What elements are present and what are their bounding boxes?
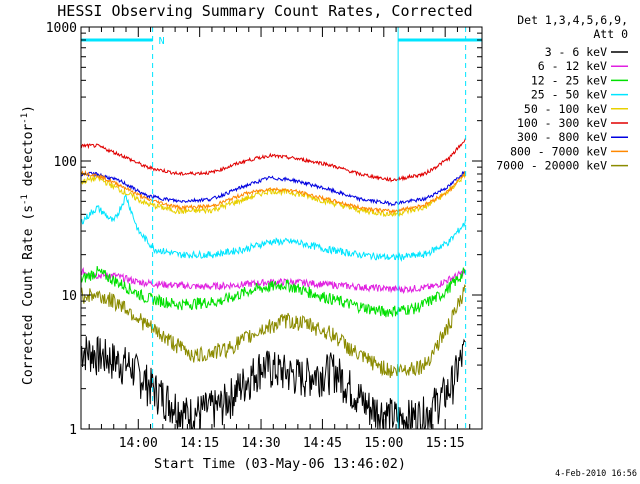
footer-date: 4-Feb-2010 16:56 xyxy=(555,469,637,479)
series-line-3 xyxy=(80,266,466,318)
series-line-8 xyxy=(80,169,466,215)
chart-title: HESSI Observing Summary Count Rates, Cor… xyxy=(57,2,472,20)
x-tick-label: 15:00 xyxy=(364,436,403,451)
legend-label-4: 25 - 50 keV xyxy=(531,88,607,102)
series-line-2 xyxy=(80,267,466,295)
legend-label-6: 100 - 300 keV xyxy=(517,116,607,130)
x-tick-label: 14:45 xyxy=(303,436,342,451)
legend-label-2: 6 - 12 keV xyxy=(538,59,607,73)
series-line-6 xyxy=(80,138,466,183)
x-tick-label: 14:30 xyxy=(241,436,280,451)
legend-label-5: 50 - 100 keV xyxy=(524,102,607,116)
x-tick-label: 14:15 xyxy=(180,436,219,451)
legend-label-7: 300 - 800 keV xyxy=(517,130,607,144)
series-line-9 xyxy=(80,284,466,379)
legend-header-line-1: Det 1,3,4,5,6,9, xyxy=(517,13,628,27)
x-axis-label: Start Time (03-May-06 13:46:02) xyxy=(154,456,406,472)
night-marker-label: N xyxy=(159,36,165,47)
legend-label-8: 800 - 7000 keV xyxy=(510,144,607,158)
y-axis-label: Corrected Count Rate (s-1 detector-1) xyxy=(20,105,36,385)
x-tick-label: 14:00 xyxy=(119,436,158,451)
series-line-7 xyxy=(80,170,466,207)
y-tick-label: 1 xyxy=(69,423,77,438)
legend-header-line-2: Att 0 xyxy=(593,27,628,41)
x-tick-label: 15:15 xyxy=(426,436,465,451)
series-line-1 xyxy=(80,335,466,430)
legend-label-1: 3 - 6 keV xyxy=(545,45,607,59)
y-tick-label: 1000 xyxy=(46,21,77,36)
legend-label-3: 12 - 25 keV xyxy=(531,73,607,87)
series-line-4 xyxy=(80,193,466,262)
y-tick-label: 10 xyxy=(61,289,77,304)
legend-label-9: 7000 - 20000 keV xyxy=(496,159,607,173)
y-tick-label: 100 xyxy=(54,155,77,170)
plot-frame xyxy=(80,26,483,430)
